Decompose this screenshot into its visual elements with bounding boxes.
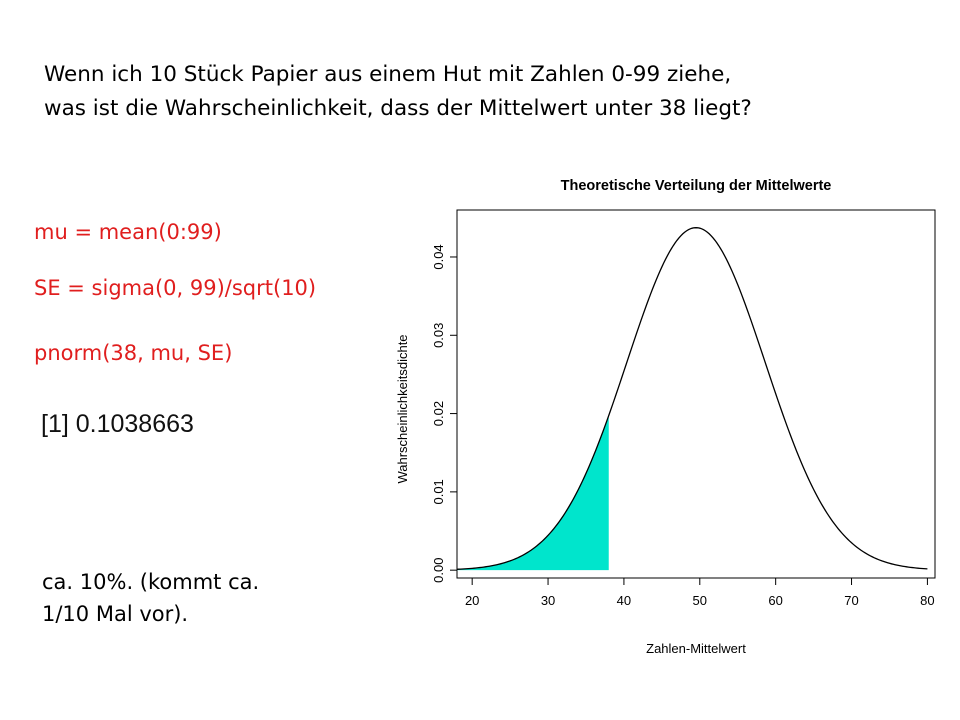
normal-distribution-chart: Theoretische Verteilung der Mittelwerte … [395,178,936,656]
question-line-2: was ist die Wahrscheinlichkeit, dass der… [44,96,752,121]
y-axis-label: Wahrscheinlichkeitsdichte [395,334,410,483]
code-line-se: SE = sigma(0, 99)/sqrt(10) [34,276,317,300]
conclusion-line-2: 1/10 Mal vor). [42,602,189,626]
code-line-pnorm: pnorm(38, mu, SE) [34,341,233,365]
y-tick-label: 0.01 [431,479,446,504]
x-tick-label: 70 [844,593,858,608]
code-line-mu: mu = mean(0:99) [34,220,222,244]
x-tick-label: 40 [617,593,631,608]
density-curve [456,227,928,570]
question-line-1: Wenn ich 10 Stück Papier aus einem Hut m… [44,62,732,87]
y-tick-label: 0.00 [431,558,446,583]
y-tick-label: 0.04 [431,244,446,269]
conclusion-line-1: ca. 10%. (kommt ca. [42,570,260,594]
r-output-result: [1] 0.1038663 [41,410,194,438]
x-tick-label: 20 [465,593,479,608]
x-tick-label: 80 [920,593,934,608]
question-text: Wenn ich 10 Stück Papier aus einem Hut m… [44,58,924,126]
plot-frame [456,209,936,579]
plot-area: 20 30 40 50 60 70 80 0.00 0.01 0.02 0.03 0.04 [431,209,936,608]
shaded-area-below-38 [457,415,609,571]
x-tick-label: 50 [693,593,707,608]
x-axis-label: Zahlen-Mittelwert [646,641,746,656]
x-tick-label: 30 [541,593,555,608]
conclusion-text: ca. 10%. (kommt ca. 1/10 Mal vor). [42,566,259,630]
y-tick-label: 0.03 [431,323,446,348]
y-tick-label: 0.02 [431,401,446,426]
chart-title: Theoretische Verteilung der Mittelwerte [561,178,832,194]
x-tick-label: 60 [768,593,782,608]
